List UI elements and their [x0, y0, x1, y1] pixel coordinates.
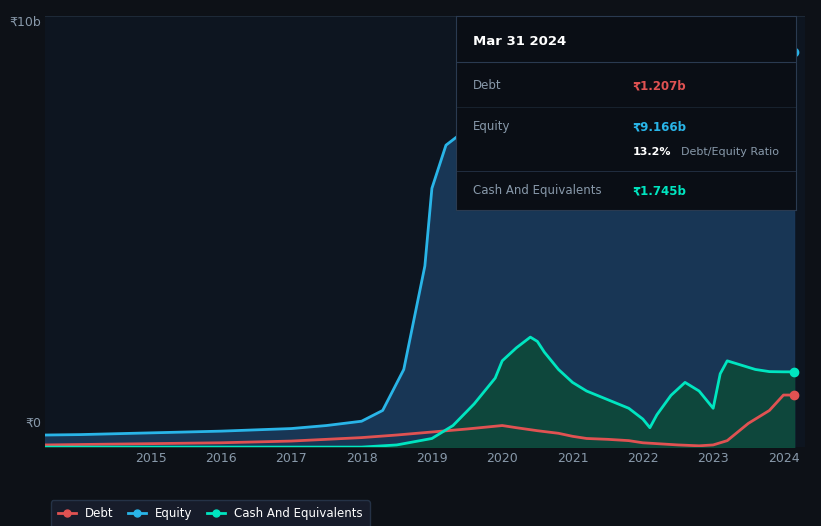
Text: ₹9.166b: ₹9.166b: [633, 120, 687, 133]
Text: Equity: Equity: [473, 120, 510, 133]
Text: ₹0: ₹0: [25, 417, 41, 430]
Text: Mar 31 2024: Mar 31 2024: [473, 35, 566, 47]
Text: Debt/Equity Ratio: Debt/Equity Ratio: [681, 147, 778, 157]
Text: ₹1.207b: ₹1.207b: [633, 79, 686, 93]
Text: 13.2%: 13.2%: [633, 147, 672, 157]
Text: Cash And Equivalents: Cash And Equivalents: [473, 185, 601, 197]
Text: Debt: Debt: [473, 79, 502, 93]
Text: ₹10b: ₹10b: [10, 16, 41, 29]
Legend: Debt, Equity, Cash And Equivalents: Debt, Equity, Cash And Equivalents: [51, 500, 369, 526]
Text: ₹1.745b: ₹1.745b: [633, 185, 686, 197]
